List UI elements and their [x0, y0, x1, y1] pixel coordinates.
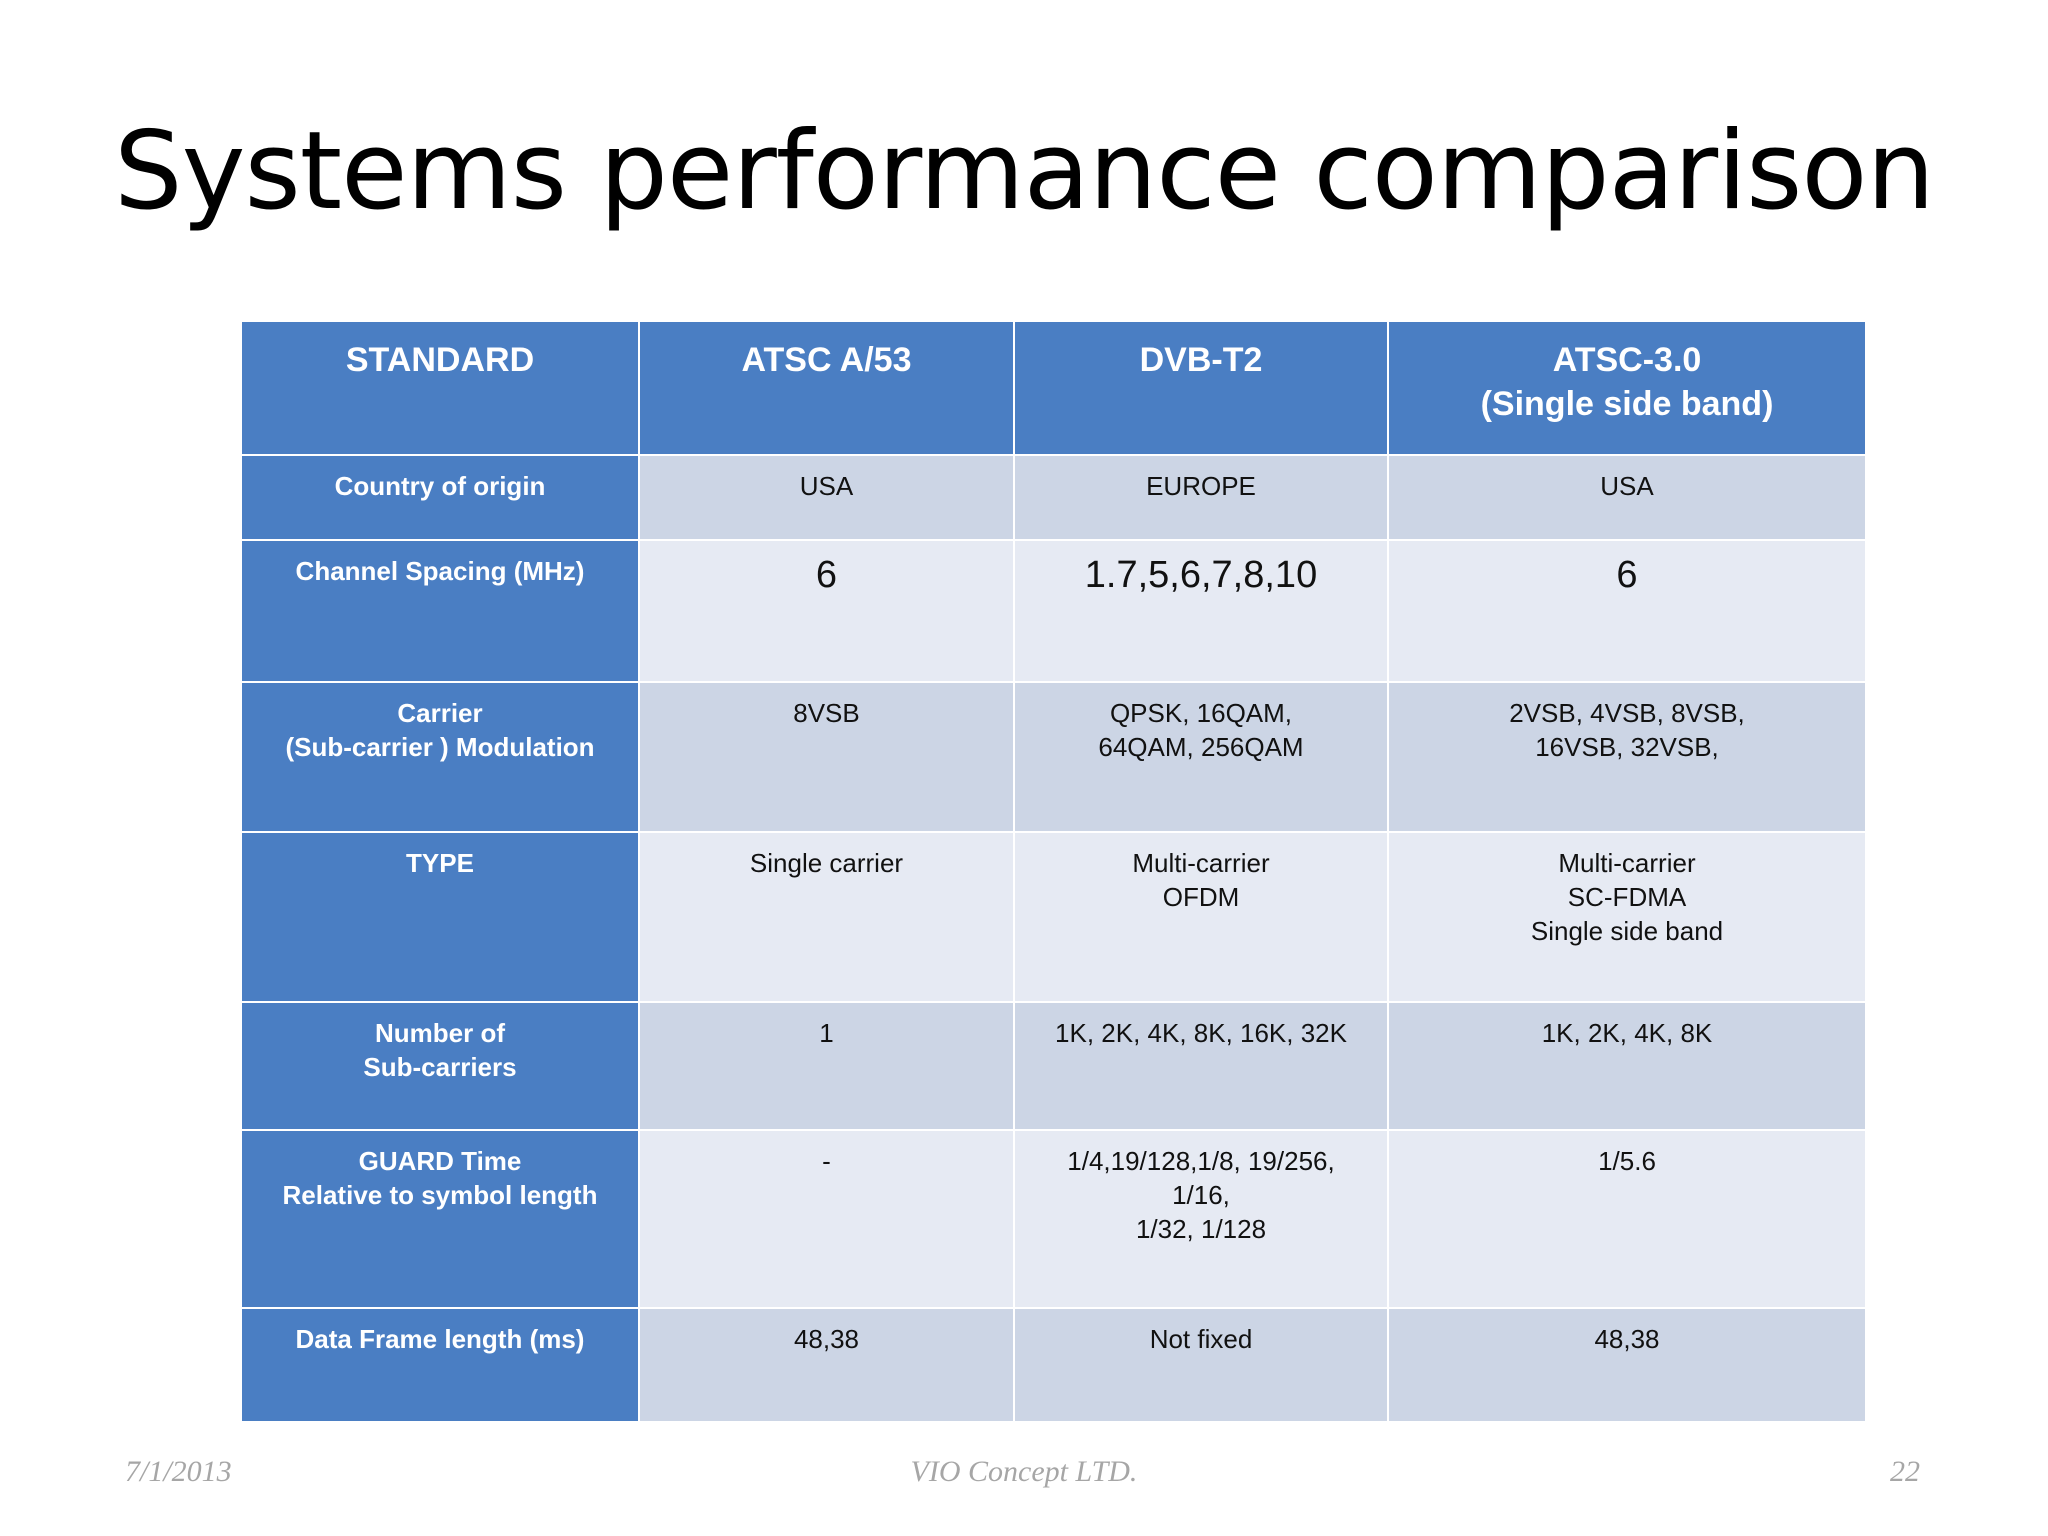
table-row: GUARD Time Relative to symbol length - 1…: [242, 1131, 1865, 1307]
cell-channel-spacing-atsc-30: 6: [1389, 541, 1865, 681]
row-label-guard-time: GUARD Time Relative to symbol length: [242, 1131, 638, 1307]
page-title: Systems performance comparison: [114, 109, 1935, 234]
table-header-row: STANDARD ATSC A/53 DVB-T2 ATSC-3.0 (Sing…: [242, 322, 1865, 454]
cell-line: 1/32, 1/128: [1135, 1213, 1267, 1244]
footer-date: 7/1/2013: [125, 1455, 232, 1488]
cell-line: 64QAM, 256QAM: [1098, 731, 1304, 762]
cell-country-of-origin-dvb-t2: EUROPE: [1015, 456, 1387, 539]
column-header-standard-label: STANDARD: [345, 341, 535, 379]
cell-guard-time-atsc-30: 1/5.6: [1389, 1131, 1865, 1307]
cell-line: 48,38: [1594, 1324, 1660, 1354]
cell-line: Single side band: [1530, 915, 1724, 946]
slide-footer: 7/1/2013 VIO Concept LTD. 22: [0, 1455, 2048, 1505]
cell-line: Multi-carrier: [1132, 848, 1270, 878]
column-header-atsc-30: ATSC-3.0 (Single side band): [1389, 322, 1865, 454]
column-header-atsc-a53-label: ATSC A/53: [741, 341, 912, 379]
cell-line: 6: [1616, 554, 1638, 596]
row-label-line: TYPE: [406, 848, 474, 878]
cell-data-frame-length-atsc-30: 48,38: [1389, 1309, 1865, 1421]
row-label-line: Sub-carriers: [363, 1051, 517, 1082]
table-row: Channel Spacing (MHz) 6 1.7,5,6,7,8,10 6: [242, 541, 1865, 681]
cell-carrier-modulation-atsc-30: 2VSB, 4VSB, 8VSB, 16VSB, 32VSB,: [1389, 683, 1865, 831]
cell-channel-spacing-dvb-t2: 1.7,5,6,7,8,10: [1015, 541, 1387, 681]
cell-sub-carriers-atsc-a53: 1: [640, 1003, 1013, 1129]
cell-line: 1.7,5,6,7,8,10: [1084, 554, 1318, 596]
cell-line: 6: [815, 554, 838, 596]
cell-line: QPSK, 16QAM,: [1109, 698, 1293, 728]
cell-line: OFDM: [1162, 881, 1240, 912]
cell-line: 1K, 2K, 4K, 8K, 16K, 32K: [1055, 1018, 1347, 1048]
cell-line: USA: [1600, 471, 1654, 501]
table-row: Country of origin USA EUROPE USA: [242, 456, 1865, 539]
row-label-line: (Sub-carrier ) Modulation: [285, 731, 595, 762]
row-label-line: Data Frame length (ms): [295, 1324, 585, 1354]
cell-country-of-origin-atsc-30: USA: [1389, 456, 1865, 539]
row-label-channel-spacing: Channel Spacing (MHz): [242, 541, 638, 681]
cell-line: 1/4,19/128,1/8, 19/256,: [1067, 1146, 1335, 1176]
cell-line: 2VSB, 4VSB, 8VSB,: [1509, 698, 1745, 728]
cell-line: Multi-carrier: [1558, 848, 1696, 878]
cell-type-atsc-a53: Single carrier: [640, 833, 1013, 1001]
cell-line: 1/16,: [1172, 1179, 1230, 1210]
column-header-atsc-30-line1: ATSC-3.0: [1552, 341, 1702, 379]
cell-line: 16VSB, 32VSB,: [1535, 731, 1719, 762]
cell-guard-time-atsc-a53: -: [640, 1131, 1013, 1307]
cell-guard-time-dvb-t2: 1/4,19/128,1/8, 19/256, 1/16, 1/32, 1/12…: [1015, 1131, 1387, 1307]
row-label-data-frame-length: Data Frame length (ms): [242, 1309, 638, 1421]
row-label-type: TYPE: [242, 833, 638, 1001]
cell-type-atsc-30: Multi-carrier SC-FDMA Single side band: [1389, 833, 1865, 1001]
column-header-dvb-t2-label: DVB-T2: [1139, 341, 1263, 379]
cell-line: Not fixed: [1149, 1324, 1253, 1354]
cell-line: 1: [819, 1018, 834, 1048]
cell-line: SC-FDMA: [1567, 881, 1687, 912]
cell-carrier-modulation-dvb-t2: QPSK, 16QAM, 64QAM, 256QAM: [1015, 683, 1387, 831]
cell-line: 48,38: [793, 1324, 860, 1354]
column-header-atsc-a53: ATSC A/53: [640, 322, 1013, 454]
footer-page-number: 22: [1890, 1455, 1920, 1488]
column-header-standard: STANDARD: [242, 322, 638, 454]
cell-carrier-modulation-atsc-a53: 8VSB: [640, 683, 1013, 831]
cell-line: Single carrier: [749, 848, 904, 878]
cell-data-frame-length-dvb-t2: Not fixed: [1015, 1309, 1387, 1421]
cell-type-dvb-t2: Multi-carrier OFDM: [1015, 833, 1387, 1001]
row-label-number-of-sub-carriers: Number of Sub-carriers: [242, 1003, 638, 1129]
row-label-line: GUARD Time: [358, 1146, 522, 1176]
cell-line: 1K, 2K, 4K, 8K: [1541, 1018, 1713, 1048]
column-header-atsc-30-line2: (Single side band): [1480, 385, 1774, 424]
cell-sub-carriers-dvb-t2: 1K, 2K, 4K, 8K, 16K, 32K: [1015, 1003, 1387, 1129]
row-label-country-of-origin: Country of origin: [242, 456, 638, 539]
table-row: Carrier (Sub-carrier ) Modulation 8VSB Q…: [242, 683, 1865, 831]
row-label-line: Number of: [375, 1018, 505, 1048]
column-header-dvb-t2: DVB-T2: [1015, 322, 1387, 454]
cell-line: EUROPE: [1146, 471, 1256, 501]
row-label-line: Country of origin: [334, 471, 546, 501]
table-row: TYPE Single carrier Multi-carrier OFDM M…: [242, 833, 1865, 1001]
table-row: Data Frame length (ms) 48,38 Not fixed 4…: [242, 1309, 1865, 1421]
cell-line: USA: [799, 471, 854, 501]
cell-channel-spacing-atsc-a53: 6: [640, 541, 1013, 681]
row-label-carrier-modulation: Carrier (Sub-carrier ) Modulation: [242, 683, 638, 831]
cell-line: -: [822, 1146, 831, 1176]
cell-sub-carriers-atsc-30: 1K, 2K, 4K, 8K: [1389, 1003, 1865, 1129]
row-label-line: Carrier: [397, 698, 483, 728]
systems-comparison-table: STANDARD ATSC A/53 DVB-T2 ATSC-3.0 (Sing…: [240, 320, 1867, 1423]
footer-company: VIO Concept LTD.: [910, 1455, 1138, 1488]
row-label-line: Channel Spacing (MHz): [295, 556, 585, 586]
cell-line: 8VSB: [793, 698, 860, 728]
table-row: Number of Sub-carriers 1 1K, 2K, 4K, 8K,…: [242, 1003, 1865, 1129]
cell-line: 1/5.6: [1598, 1146, 1656, 1176]
cell-data-frame-length-atsc-a53: 48,38: [640, 1309, 1013, 1421]
row-label-line: Relative to symbol length: [282, 1179, 598, 1210]
cell-country-of-origin-atsc-a53: USA: [640, 456, 1013, 539]
